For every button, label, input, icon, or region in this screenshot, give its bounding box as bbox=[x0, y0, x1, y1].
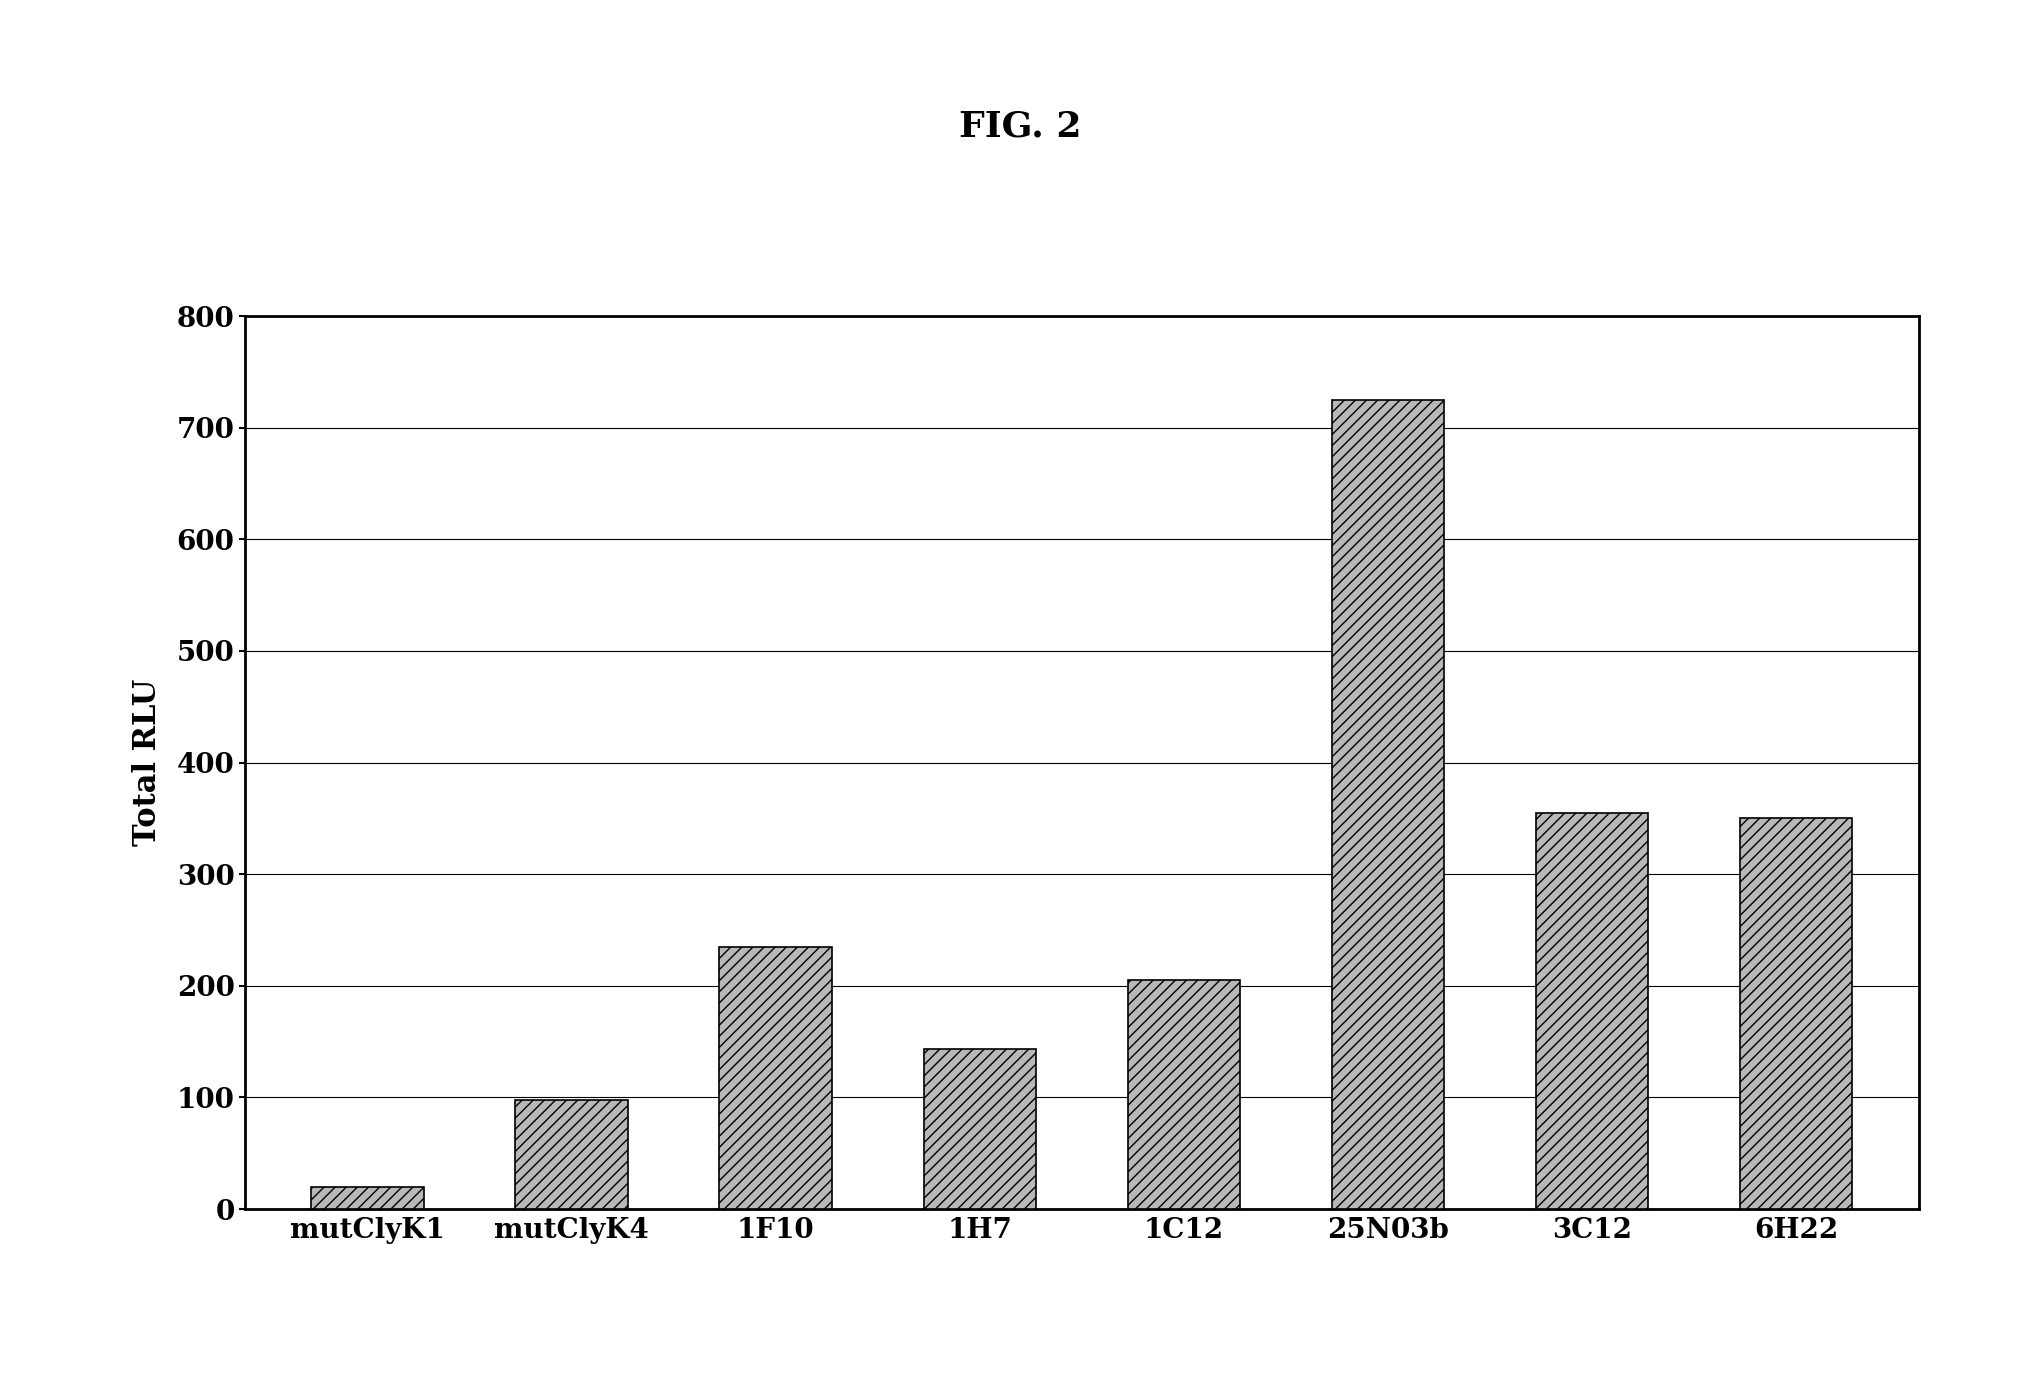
Bar bbox=[310, 1187, 425, 1209]
Bar bbox=[1739, 819, 1851, 1209]
Bar bbox=[1331, 400, 1443, 1209]
Bar bbox=[923, 1050, 1037, 1209]
Bar bbox=[1535, 813, 1647, 1209]
Bar bbox=[718, 947, 833, 1209]
Bar bbox=[1129, 980, 1241, 1209]
Text: FIG. 2: FIG. 2 bbox=[959, 110, 1082, 144]
Bar bbox=[514, 1099, 629, 1209]
Y-axis label: Total RLU: Total RLU bbox=[133, 679, 163, 846]
